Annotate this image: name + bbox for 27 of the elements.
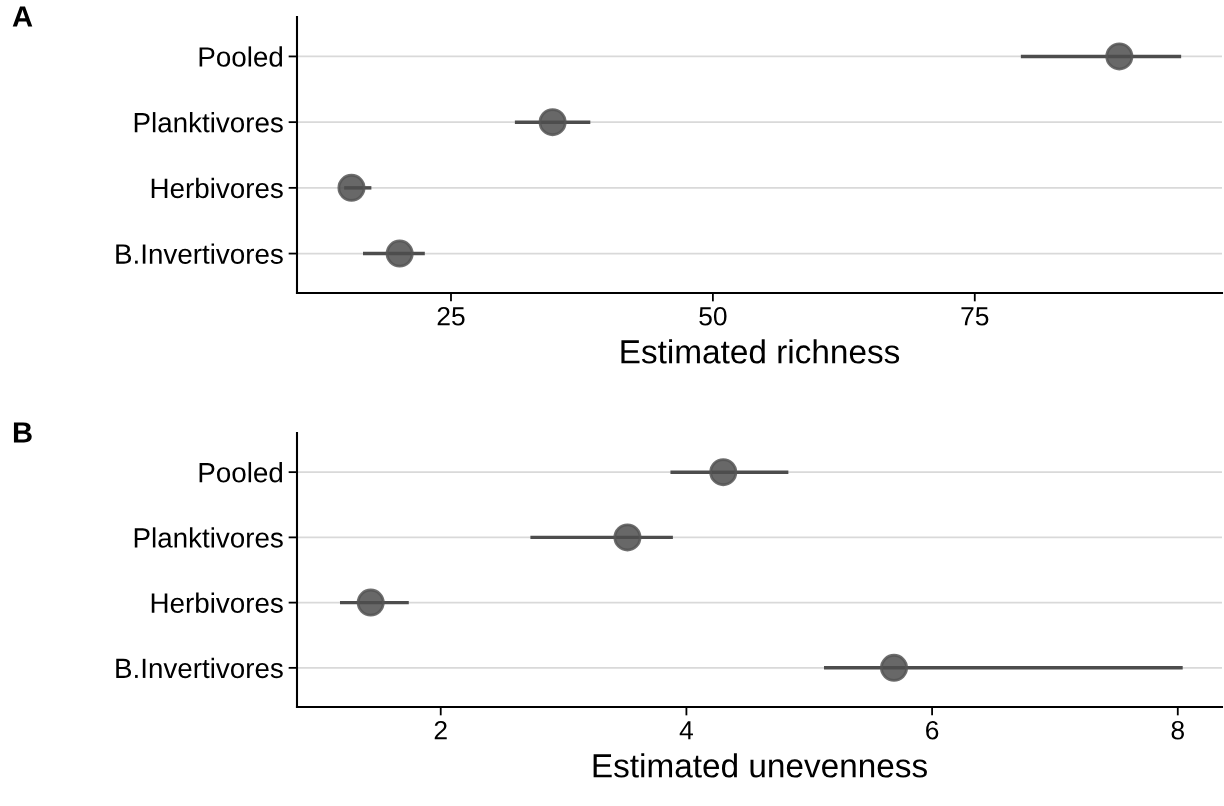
point — [356, 588, 385, 617]
point — [709, 458, 738, 487]
point — [385, 239, 414, 268]
x-tick-label: 6 — [926, 720, 939, 740]
y-tick-label: Pooled — [199, 462, 283, 483]
x-tick-label: 25 — [437, 306, 465, 326]
x-tick-label: 75 — [961, 307, 989, 326]
y-tick-label: B.Invertivores — [116, 243, 283, 264]
x-axis-title: Estimated unevenness — [593, 753, 927, 778]
point — [613, 523, 642, 552]
y-tick-label: Pooled — [199, 46, 283, 67]
point — [337, 173, 366, 202]
y-tick-label: Herbivores — [151, 177, 283, 199]
y-tick-label: Planktivores — [134, 527, 283, 548]
x-tick-label: 2 — [434, 720, 447, 740]
x-axis-title: Estimated richness — [621, 339, 900, 364]
text: A — [12, 6, 33, 27]
point — [1105, 42, 1134, 71]
y-tick-label: B.Invertivores — [116, 657, 283, 679]
x-tick-label: 4 — [679, 721, 693, 740]
y-tick-label: Herbivores — [151, 592, 283, 613]
text: B — [13, 422, 32, 443]
x-tick-label: 50 — [699, 306, 727, 326]
y-tick-label: Planktivores — [134, 112, 283, 133]
point — [538, 108, 567, 137]
x-tick-label: 8 — [1171, 720, 1184, 740]
point — [880, 653, 909, 682]
